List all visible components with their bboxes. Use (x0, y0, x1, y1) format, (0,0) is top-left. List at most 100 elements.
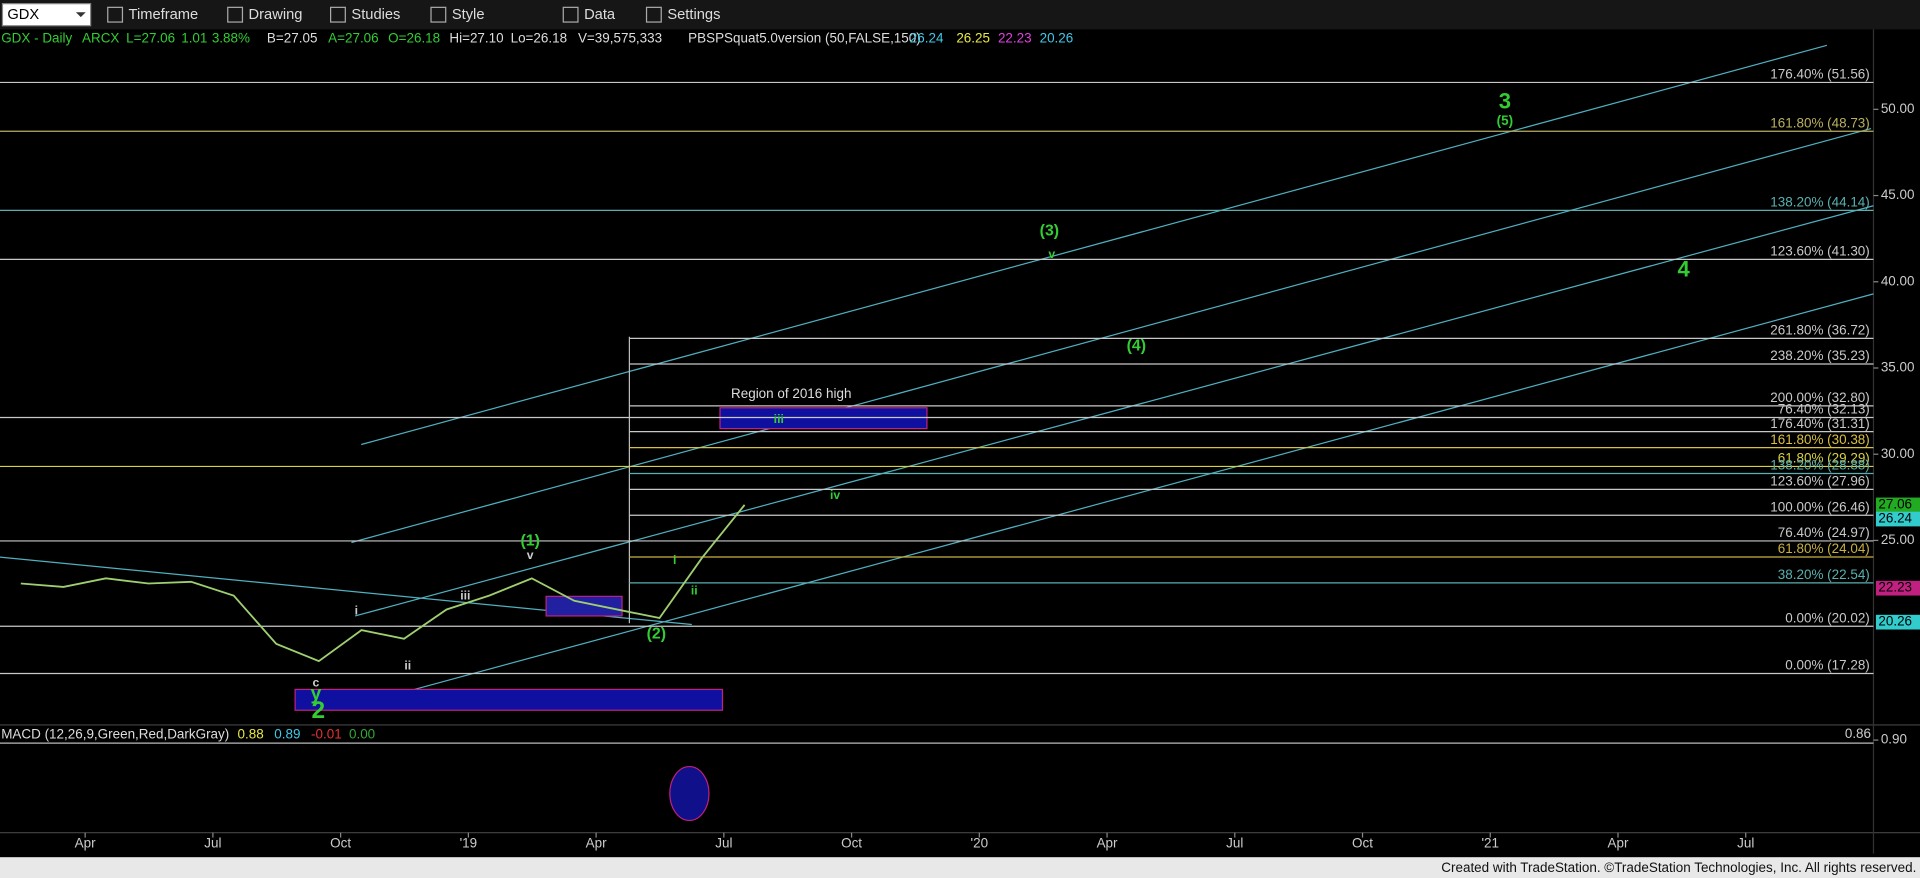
x-tick-label: Apr (1097, 835, 1118, 850)
wave-label: iii (460, 589, 470, 603)
header-field: V=39,575,333 (578, 31, 662, 46)
wave-label: (3) (1040, 223, 1059, 240)
wave-label: y (310, 682, 321, 704)
region-box (719, 407, 928, 430)
x-tick-label: Jul (204, 835, 221, 850)
fib-label: 176.40% (31.31) (1770, 416, 1869, 431)
fib-levels: 176.40% (51.56) 161.80% (48.73) 138.20% (4… (0, 67, 1874, 675)
header-field: A=27.06 (328, 31, 378, 46)
x-tick-label: Jul (1737, 835, 1754, 850)
study-value: 26.25 (956, 31, 990, 46)
fib-label: 0.00% (20.02) (1785, 611, 1870, 626)
header-field: ARCX (82, 31, 119, 46)
fib-label: 0.00% (17.28) (1785, 658, 1870, 673)
header-field: Hi=27.10 (449, 31, 503, 46)
macd-value: -0.01 (311, 726, 342, 741)
region-box (294, 688, 724, 711)
macd-value: 0.88 (238, 726, 264, 741)
fib-label: 176.40% (51.56) (1770, 67, 1869, 82)
y-tick-label: 40.00 (1881, 273, 1915, 288)
price-tag-label: 22.23 (1878, 580, 1912, 595)
header-field: 1.01 (181, 31, 207, 46)
wave-label: v (527, 548, 534, 562)
header-field: PBSPSquat5.0version (50,FALSE,150) (688, 31, 921, 46)
price-line (20, 504, 746, 663)
x-tick-label: Jul (715, 835, 732, 850)
toolbar (0, 0, 1920, 30)
symbol[interactable]: GDX (7, 7, 39, 23)
quote-header: GDX - Daily ARCX L=27.06 1.01 3.88% B=27.05 A=… (1, 31, 1073, 46)
fib-label: 261.80% (36.72) (1770, 323, 1869, 338)
trend-line (361, 44, 1828, 446)
region-box (545, 595, 623, 617)
wave-label: c (313, 676, 320, 690)
trend-line (351, 127, 1872, 544)
fib-label: 100.00% (26.46) (1770, 499, 1869, 514)
fib-label: 38.20% (22.54) (1778, 567, 1870, 582)
header-field: Lo=26.18 (511, 31, 567, 46)
wave-label: i (673, 553, 676, 567)
macd-pane: MACD (12,26,9,Green,Red,DarkGray) 0.88 0.8… (0, 726, 1907, 747)
price-tag-label: 20.26 (1878, 614, 1912, 629)
x-tick-label: '20 (971, 835, 989, 850)
price-tag (1875, 614, 1920, 630)
macd-marker-label: 0.86 (1845, 726, 1871, 741)
macd-value: 0.00 (349, 726, 375, 741)
x-tick-label: Oct (1352, 835, 1373, 850)
price-tag-label: 27.06 (1878, 496, 1912, 511)
wave-label: (2) (647, 626, 666, 643)
header-field: GDX - Daily (1, 31, 72, 46)
header-field: 3.88% (212, 31, 250, 46)
header-field: L=27.06 (126, 31, 175, 46)
wave-label: i (355, 603, 358, 617)
menu-icon (645, 6, 662, 23)
wave-label: ii (404, 658, 411, 672)
macd-value: 0.89 (274, 726, 300, 741)
menu-item[interactable]: Settings (667, 7, 720, 23)
menu-icon (562, 6, 579, 23)
x-tick-label: Oct (330, 835, 351, 850)
menu-icon (107, 6, 124, 23)
fib-label: 61.80% (24.04) (1778, 541, 1870, 556)
wave-label: (1) (520, 532, 539, 549)
fib-label: 161.80% (48.73) (1770, 115, 1869, 130)
wave-label: 2 (312, 697, 326, 724)
menu-icon (430, 6, 447, 23)
fib-label: 238.20% (35.23) (1770, 348, 1869, 363)
menu-item[interactable]: Data (584, 7, 616, 23)
menus: Timeframe Drawing Studies Style Data Settings (107, 6, 720, 23)
study-value: 22.23 (998, 31, 1032, 46)
symbol-box[interactable] (1, 3, 92, 27)
fib-label: 123.60% (27.96) (1770, 474, 1869, 489)
menu-item[interactable]: Drawing (249, 7, 303, 23)
header-field: B=27.05 (267, 31, 317, 46)
fib-label: 161.80% (30.38) (1770, 432, 1869, 447)
wave-label: iv (830, 488, 840, 502)
wave-label: iii (774, 412, 784, 426)
header-field: O=26.18 (388, 31, 440, 46)
study-value: 20.26 (1040, 31, 1074, 46)
menu-item[interactable]: Studies (351, 7, 400, 23)
y-tick-label: 25.00 (1881, 532, 1915, 547)
price-tag-label: 26.24 (1878, 511, 1912, 526)
macd-title: MACD (12,26,9,Green,Red,DarkGray) (1, 726, 229, 741)
y-tick-label: 30.00 (1881, 446, 1915, 461)
fib-label: 61.80% (29.29) (1778, 451, 1870, 466)
annotation: Region of 2016 high (731, 386, 851, 401)
macd-tick-label: 0.90 (1881, 732, 1907, 747)
wave-label: ii (691, 584, 698, 598)
menu-item[interactable]: Style (452, 7, 485, 23)
macd-highlight (669, 765, 710, 822)
fib-label: 200.00% (32.80) (1770, 390, 1869, 405)
menu-item[interactable]: Timeframe (129, 7, 199, 23)
dropdown-arrow (75, 12, 86, 18)
wave-label: 4 (1678, 256, 1691, 281)
x-tick-label: Oct (841, 835, 862, 850)
x-tick-label: Apr (75, 835, 96, 850)
fib-label: 76.40% (32.13) (1778, 402, 1870, 417)
wave-label: 3 (1499, 89, 1511, 114)
menu-icon (330, 6, 346, 23)
fib-label: 138.20% (44.14) (1770, 195, 1869, 210)
study-value: 26.24 (910, 31, 944, 46)
